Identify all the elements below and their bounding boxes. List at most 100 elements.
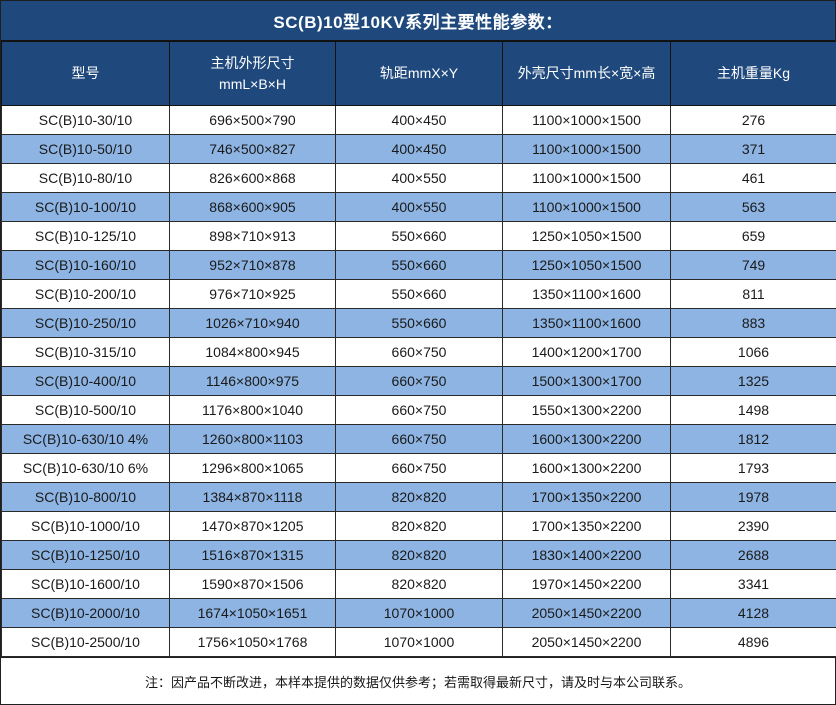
cell-host-dimensions: 868×600×905 bbox=[169, 192, 336, 222]
spec-table: 型号 主机外形尺寸 mmL×B×H 轨距mmX×Y 外壳尺寸mm长×宽×高 主机重量Kg … bbox=[1, 41, 836, 657]
column-header-rail-gauge: 轨距mmX×Y bbox=[335, 41, 503, 106]
cell-rail-gauge: 820×820 bbox=[335, 482, 503, 512]
cell-host-dimensions: 976×710×925 bbox=[169, 279, 336, 309]
table-row: SC(B)10-315/10 1084×800×945 660×750 1400×12… bbox=[1, 337, 836, 367]
cell-host-dimensions: 1026×710×940 bbox=[169, 308, 336, 338]
cell-rail-gauge: 400×550 bbox=[335, 163, 503, 193]
cell-model: SC(B)10-250/10 bbox=[1, 308, 170, 338]
cell-rail-gauge: 660×750 bbox=[335, 366, 503, 396]
cell-weight: 4128 bbox=[670, 598, 836, 628]
cell-model: SC(B)10-630/10 6% bbox=[1, 453, 170, 483]
cell-shell-dimensions: 1970×1450×2200 bbox=[502, 569, 671, 599]
cell-model: SC(B)10-800/10 bbox=[1, 482, 170, 512]
cell-model: SC(B)10-630/10 4% bbox=[1, 424, 170, 454]
cell-host-dimensions: 1384×870×1118 bbox=[169, 482, 336, 512]
cell-host-dimensions: 1260×800×1103 bbox=[169, 424, 336, 454]
cell-rail-gauge: 820×820 bbox=[335, 511, 503, 541]
cell-weight: 749 bbox=[670, 250, 836, 280]
table-row: SC(B)10-125/10 898×710×913 550×660 1250×105… bbox=[1, 221, 836, 251]
cell-weight: 563 bbox=[670, 192, 836, 222]
table-row: SC(B)10-250/10 1026×710×940 550×660 1350×11… bbox=[1, 308, 836, 338]
cell-model: SC(B)10-500/10 bbox=[1, 395, 170, 425]
cell-model: SC(B)10-1000/10 bbox=[1, 511, 170, 541]
cell-shell-dimensions: 2050×1450×2200 bbox=[502, 627, 671, 657]
cell-weight: 3341 bbox=[670, 569, 836, 599]
cell-shell-dimensions: 1550×1300×2200 bbox=[502, 395, 671, 425]
cell-host-dimensions: 1516×870×1315 bbox=[169, 540, 336, 570]
cell-host-dimensions: 1590×870×1506 bbox=[169, 569, 336, 599]
column-header-model: 型号 bbox=[1, 41, 170, 106]
cell-host-dimensions: 826×600×868 bbox=[169, 163, 336, 193]
cell-shell-dimensions: 2050×1450×2200 bbox=[502, 598, 671, 628]
cell-weight: 811 bbox=[670, 279, 836, 309]
cell-rail-gauge: 550×660 bbox=[335, 221, 503, 251]
cell-model: SC(B)10-125/10 bbox=[1, 221, 170, 251]
table-row: SC(B)10-2000/10 1674×1050×1651 1070×1000 20… bbox=[1, 598, 836, 628]
cell-shell-dimensions: 1100×1000×1500 bbox=[502, 134, 671, 164]
cell-host-dimensions: 746×500×827 bbox=[169, 134, 336, 164]
cell-weight: 1978 bbox=[670, 482, 836, 512]
cell-weight: 276 bbox=[670, 105, 836, 135]
cell-model: SC(B)10-50/10 bbox=[1, 134, 170, 164]
cell-weight: 461 bbox=[670, 163, 836, 193]
column-header-weight: 主机重量Kg bbox=[670, 41, 836, 106]
page-title: SC(B)10型10KV系列主要性能参数： bbox=[1, 1, 835, 41]
cell-weight: 1325 bbox=[670, 366, 836, 396]
cell-shell-dimensions: 1100×1000×1500 bbox=[502, 105, 671, 135]
cell-weight: 371 bbox=[670, 134, 836, 164]
column-header-shell-dimensions: 外壳尺寸mm长×宽×高 bbox=[502, 41, 671, 106]
cell-rail-gauge: 1070×1000 bbox=[335, 598, 503, 628]
cell-shell-dimensions: 1500×1300×1700 bbox=[502, 366, 671, 396]
cell-shell-dimensions: 1600×1300×2200 bbox=[502, 424, 671, 454]
table-row: SC(B)10-30/10 696×500×790 400×450 1100×1000… bbox=[1, 105, 836, 135]
cell-model: SC(B)10-1250/10 bbox=[1, 540, 170, 570]
table-row: SC(B)10-2500/10 1756×1050×1768 1070×1000 20… bbox=[1, 627, 836, 657]
cell-model: SC(B)10-1600/10 bbox=[1, 569, 170, 599]
cell-shell-dimensions: 1400×1200×1700 bbox=[502, 337, 671, 367]
cell-shell-dimensions: 1700×1350×2200 bbox=[502, 511, 671, 541]
cell-rail-gauge: 400×450 bbox=[335, 134, 503, 164]
cell-weight: 1498 bbox=[670, 395, 836, 425]
table-row: SC(B)10-1000/10 1470×870×1205 820×820 1700×… bbox=[1, 511, 836, 541]
cell-shell-dimensions: 1600×1300×2200 bbox=[502, 453, 671, 483]
cell-host-dimensions: 1176×800×1040 bbox=[169, 395, 336, 425]
cell-model: SC(B)10-30/10 bbox=[1, 105, 170, 135]
cell-weight: 2390 bbox=[670, 511, 836, 541]
cell-host-dimensions: 1756×1050×1768 bbox=[169, 627, 336, 657]
cell-shell-dimensions: 1830×1400×2200 bbox=[502, 540, 671, 570]
cell-shell-dimensions: 1250×1050×1500 bbox=[502, 221, 671, 251]
cell-shell-dimensions: 1350×1100×1600 bbox=[502, 308, 671, 338]
table-row: SC(B)10-630/10 4% 1260×800×1103 660×750 160… bbox=[1, 424, 836, 454]
table-row: SC(B)10-100/10 868×600×905 400×550 1100×100… bbox=[1, 192, 836, 222]
cell-model: SC(B)10-2000/10 bbox=[1, 598, 170, 628]
cell-model: SC(B)10-80/10 bbox=[1, 163, 170, 193]
cell-host-dimensions: 1296×800×1065 bbox=[169, 453, 336, 483]
cell-rail-gauge: 550×660 bbox=[335, 250, 503, 280]
header-row: 型号 主机外形尺寸 mmL×B×H 轨距mmX×Y 外壳尺寸mm长×宽×高 主机重量Kg bbox=[1, 41, 836, 106]
cell-rail-gauge: 660×750 bbox=[335, 337, 503, 367]
cell-host-dimensions: 1146×800×975 bbox=[169, 366, 336, 396]
cell-weight: 1812 bbox=[670, 424, 836, 454]
cell-weight: 883 bbox=[670, 308, 836, 338]
cell-rail-gauge: 660×750 bbox=[335, 424, 503, 454]
cell-shell-dimensions: 1350×1100×1600 bbox=[502, 279, 671, 309]
cell-rail-gauge: 660×750 bbox=[335, 395, 503, 425]
table-row: SC(B)10-200/10 976×710×925 550×660 1350×110… bbox=[1, 279, 836, 309]
cell-host-dimensions: 898×710×913 bbox=[169, 221, 336, 251]
cell-weight: 1066 bbox=[670, 337, 836, 367]
cell-rail-gauge: 550×660 bbox=[335, 308, 503, 338]
cell-weight: 1793 bbox=[670, 453, 836, 483]
cell-rail-gauge: 1070×1000 bbox=[335, 627, 503, 657]
cell-model: SC(B)10-100/10 bbox=[1, 192, 170, 222]
cell-weight: 659 bbox=[670, 221, 836, 251]
column-header-host-dimensions: 主机外形尺寸 mmL×B×H bbox=[169, 41, 336, 106]
cell-host-dimensions: 1084×800×945 bbox=[169, 337, 336, 367]
cell-rail-gauge: 820×820 bbox=[335, 569, 503, 599]
footnote: 注：因产品不断改进，本样本提供的数据仅供参考；若需取得最新尺寸，请及时与本公司联… bbox=[1, 657, 835, 704]
cell-rail-gauge: 660×750 bbox=[335, 453, 503, 483]
cell-model: SC(B)10-160/10 bbox=[1, 250, 170, 280]
table-row: SC(B)10-800/10 1384×870×1118 820×820 1700×1… bbox=[1, 482, 836, 512]
cell-host-dimensions: 696×500×790 bbox=[169, 105, 336, 135]
cell-rail-gauge: 400×450 bbox=[335, 105, 503, 135]
